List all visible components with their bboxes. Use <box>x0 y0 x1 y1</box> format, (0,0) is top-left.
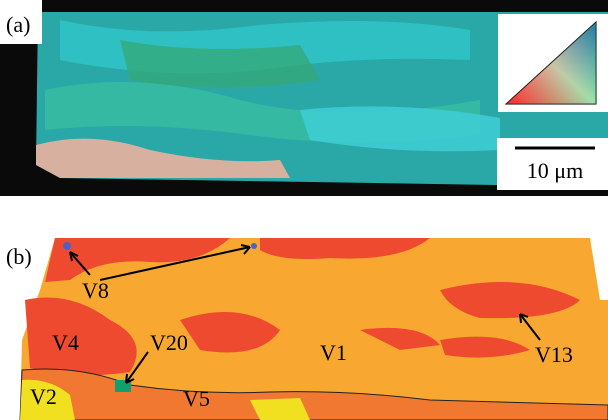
variant-label: V5 <box>183 386 210 411</box>
variant-label: V4 <box>52 330 79 355</box>
variant-label: V13 <box>535 342 573 367</box>
panel-a: (a) 10 μm <box>0 0 608 196</box>
panel-label: (a) <box>6 12 30 37</box>
variant-label: V8 <box>82 278 109 303</box>
scale-label: 10 μm <box>527 158 583 183</box>
panel-b: (b) V8 V4 V20 V1 V13 V2 V5 <box>0 230 608 420</box>
variant-dot <box>251 243 257 249</box>
variant-region <box>250 398 310 420</box>
variant-label: V1 <box>320 340 347 365</box>
variant-label: V2 <box>30 384 57 409</box>
variant-label: V20 <box>150 330 188 355</box>
variant-dot <box>63 242 71 250</box>
panel-label: (b) <box>6 244 32 269</box>
figure: (a) 10 μm (b) V8 V4 V20 V1 <box>0 0 608 420</box>
